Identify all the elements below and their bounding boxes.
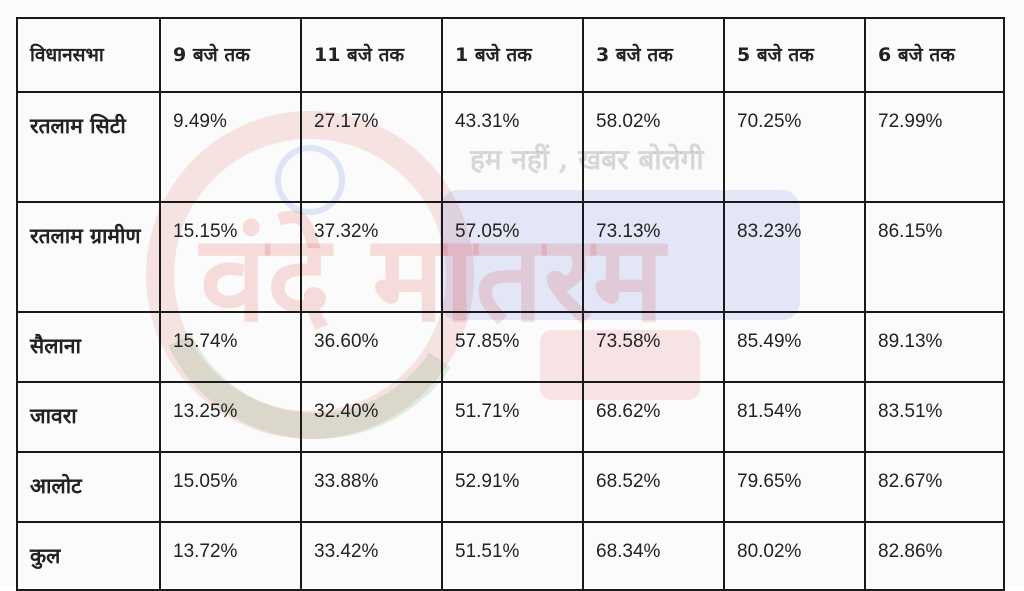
- turnout-cell: 57.05%: [441, 201, 584, 313]
- turnout-cell: 89.13%: [864, 311, 1005, 383]
- header-5pm: 5 बजे तक: [723, 17, 866, 93]
- header-1pm: 1 बजे तक: [441, 17, 584, 93]
- turnout-cell: 79.65%: [723, 451, 866, 523]
- header-9am: 9 बजे तक: [159, 17, 302, 93]
- turnout-cell: 13.72%: [159, 521, 302, 591]
- turnout-cell: 36.60%: [300, 311, 443, 383]
- table-row: रतलाम सिटी 9.49% 27.17% 43.31% 58.02% 70…: [16, 91, 1005, 203]
- turnout-cell: 15.05%: [159, 451, 302, 523]
- header-6pm: 6 बजे तक: [864, 17, 1005, 93]
- header-11am: 11 बजे तक: [300, 17, 443, 93]
- table-row: जावरा 13.25% 32.40% 51.71% 68.62% 81.54%…: [16, 381, 1005, 453]
- turnout-cell: 58.02%: [582, 91, 725, 203]
- constituency-name: जावरा: [16, 381, 161, 453]
- turnout-cell: 82.86%: [864, 521, 1005, 591]
- turnout-cell: 51.51%: [441, 521, 584, 591]
- turnout-cell: 80.02%: [723, 521, 866, 591]
- turnout-cell: 83.51%: [864, 381, 1005, 453]
- constituency-name: आलोट: [16, 451, 161, 523]
- turnout-cell: 15.15%: [159, 201, 302, 313]
- turnout-cell: 51.71%: [441, 381, 584, 453]
- turnout-cell: 32.40%: [300, 381, 443, 453]
- table-row-total: कुल 13.72% 33.42% 51.51% 68.34% 80.02% 8…: [16, 521, 1005, 591]
- constituency-name: रतलाम सिटी: [16, 91, 161, 203]
- turnout-cell: 73.58%: [582, 311, 725, 383]
- turnout-cell: 43.31%: [441, 91, 584, 203]
- constituency-name: कुल: [16, 521, 161, 591]
- voting-percentage-table: विधानसभा 9 बजे तक 11 बजे तक 1 बजे तक 3 ब…: [16, 17, 1005, 591]
- turnout-cell: 68.62%: [582, 381, 725, 453]
- constituency-name: सैलाना: [16, 311, 161, 383]
- table-row: आलोट 15.05% 33.88% 52.91% 68.52% 79.65% …: [16, 451, 1005, 523]
- turnout-cell: 68.52%: [582, 451, 725, 523]
- turnout-cell: 33.42%: [300, 521, 443, 591]
- turnout-cell: 82.67%: [864, 451, 1005, 523]
- header-3pm: 3 बजे तक: [582, 17, 725, 93]
- turnout-cell: 68.34%: [582, 521, 725, 591]
- header-row: विधानसभा 9 बजे तक 11 बजे तक 1 बजे तक 3 ब…: [16, 17, 1005, 93]
- turnout-cell: 72.99%: [864, 91, 1005, 203]
- header-constituency: विधानसभा: [16, 17, 161, 93]
- turnout-cell: 81.54%: [723, 381, 866, 453]
- table-row: सैलाना 15.74% 36.60% 57.85% 73.58% 85.49…: [16, 311, 1005, 383]
- turnout-cell: 73.13%: [582, 201, 725, 313]
- turnout-cell: 52.91%: [441, 451, 584, 523]
- turnout-cell: 85.49%: [723, 311, 866, 383]
- turnout-cell: 37.32%: [300, 201, 443, 313]
- turnout-cell: 57.85%: [441, 311, 584, 383]
- turnout-cell: 15.74%: [159, 311, 302, 383]
- turnout-cell: 13.25%: [159, 381, 302, 453]
- turnout-cell: 9.49%: [159, 91, 302, 203]
- turnout-cell: 86.15%: [864, 201, 1005, 313]
- table-row: रतलाम ग्रामीण 15.15% 37.32% 57.05% 73.13…: [16, 201, 1005, 313]
- constituency-name: रतलाम ग्रामीण: [16, 201, 161, 313]
- turnout-cell: 83.23%: [723, 201, 866, 313]
- turnout-cell: 70.25%: [723, 91, 866, 203]
- turnout-cell: 27.17%: [300, 91, 443, 203]
- turnout-cell: 33.88%: [300, 451, 443, 523]
